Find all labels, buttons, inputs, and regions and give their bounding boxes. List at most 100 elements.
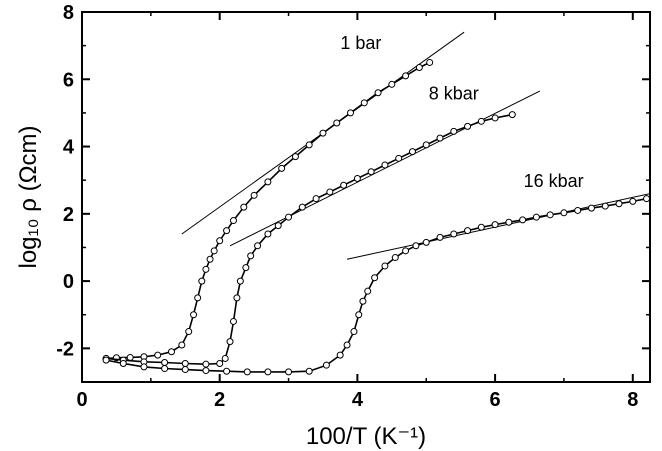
data-point [102,356,110,364]
data-point [422,238,430,246]
data-point [247,252,255,260]
data-point [359,297,367,305]
data-point [336,351,344,359]
data-point [264,230,272,238]
data-point [464,227,472,235]
data-point [367,168,375,176]
data-point [210,247,218,255]
data-point [202,367,210,375]
data-point [181,366,189,374]
data-point [415,64,423,71]
data-point [381,262,389,270]
data-point [154,351,162,359]
data-point [168,348,176,356]
data-point [264,178,272,186]
series-annotation: 1 bar [340,33,381,53]
data-point [194,294,202,302]
data-point [450,127,458,135]
data-point [254,242,262,250]
data-point [322,361,330,369]
data-point [242,264,250,272]
data-point [402,72,410,80]
data-point [412,242,420,250]
data-point [574,206,582,214]
data-point [388,80,396,88]
y-tick-label: 8 [63,2,74,24]
data-point [560,209,568,217]
data-point [223,367,231,375]
data-point [119,360,127,367]
data-point [508,111,516,119]
data-point [291,153,299,161]
data-point [353,175,361,182]
data-point [381,161,389,169]
data-point [477,117,485,125]
y-tick-label: 6 [63,69,74,91]
series-line [105,197,647,373]
data-point [221,354,229,362]
data-point [505,218,513,226]
data-point [532,213,540,221]
data-point [491,221,499,229]
data-point [161,365,169,373]
data-point [278,164,286,172]
y-tick-label: -2 [56,338,74,360]
data-point [402,247,410,255]
data-point [285,368,293,376]
data-point [450,230,458,238]
series-annotation: 8 kbar [429,83,479,103]
y-axis-title: log₁₀ ρ (Ωcm) [15,126,42,269]
data-point [477,223,485,231]
data-point [285,213,293,221]
data-point [340,181,348,189]
data-point [236,277,244,285]
data-point [364,287,372,295]
data-point [371,274,379,282]
data-point [216,360,224,367]
data-point [305,367,313,375]
data-point [408,148,416,156]
data-point [391,254,399,262]
data-point [229,217,237,225]
data-point [587,204,595,212]
data-point [264,368,272,376]
data-point [422,141,430,149]
data-point [226,338,234,346]
data-point [643,195,651,203]
data-point [312,195,320,203]
data-point [360,99,368,107]
x-axis-title: 100/T (K⁻¹) [306,423,426,450]
series-line [106,61,431,360]
x-tick-label: 4 [352,389,364,411]
data-point [233,294,241,302]
data-point [223,227,231,235]
fit-lines [181,31,651,260]
data-point [181,360,189,367]
data-point [395,154,403,162]
data-point [350,328,358,336]
data-point [243,368,251,376]
data-point [202,265,210,273]
data-point [198,277,206,285]
x-tick-label: 0 [76,389,87,411]
data-point [601,202,609,210]
data-point [436,134,444,142]
data-point [491,114,499,122]
data-point [274,222,282,230]
data-point [240,203,248,211]
data-point [305,141,313,149]
data-point [519,216,527,224]
data-point [229,317,237,325]
series-annotation: 16 kbar [524,171,584,191]
data-point [216,237,224,245]
data-point [629,197,637,205]
data-point [464,122,472,130]
data-point [319,129,327,137]
data-series [102,58,651,376]
annotations: 1 bar 8 kbar 16 kbar [340,33,583,191]
data-point [178,341,186,349]
data-point [298,203,306,211]
data-point [206,255,214,263]
data-point [436,233,444,241]
